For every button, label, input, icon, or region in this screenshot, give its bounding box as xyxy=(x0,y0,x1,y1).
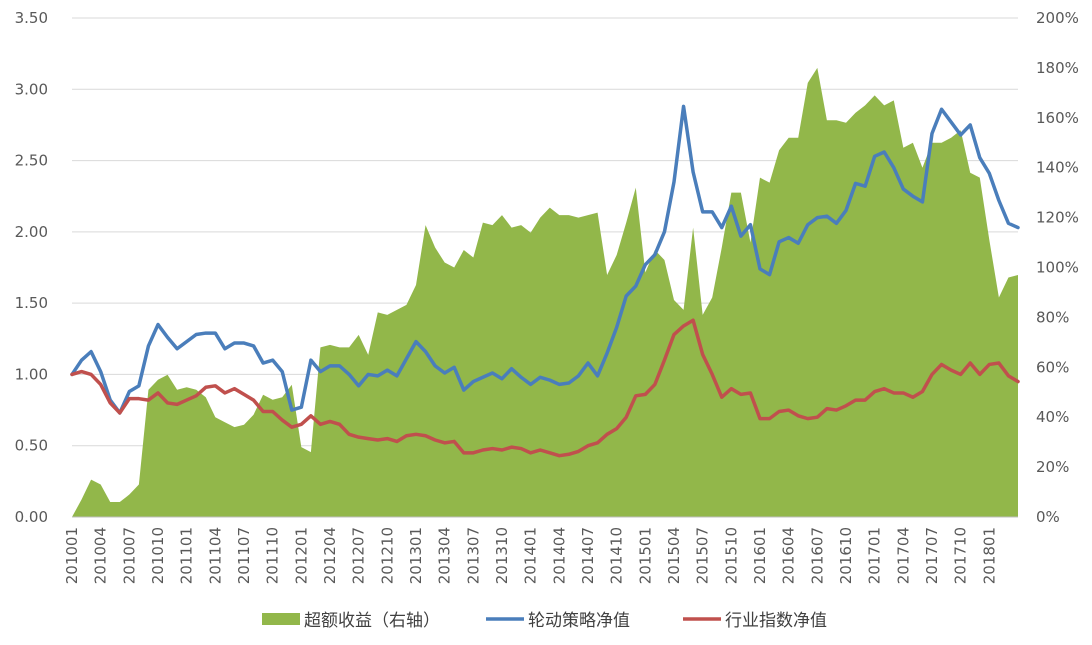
y-right-tick-label: 0% xyxy=(1036,508,1060,526)
x-tick-label: 201307 xyxy=(464,527,482,584)
x-tick-label: 201801 xyxy=(980,527,998,584)
x-tick-label: 201204 xyxy=(321,527,339,584)
x-tick-label: 201201 xyxy=(292,527,310,584)
x-tick-label: 201001 xyxy=(63,527,81,584)
x-tick-label: 201601 xyxy=(751,527,769,584)
x-tick-label: 201701 xyxy=(866,527,884,584)
x-tick-label: 201610 xyxy=(837,527,855,584)
area-series-excess-return xyxy=(72,67,1018,518)
x-tick-label: 201110 xyxy=(264,527,282,584)
x-tick-label: 201104 xyxy=(206,527,224,584)
y-left-tick-label: 0.00 xyxy=(15,508,48,526)
y-axis-right: 0% 20% 40% 60% 80% 100% 120% 140% 160% 180% 200% xyxy=(1036,9,1079,526)
y-right-tick-label: 120% xyxy=(1036,209,1079,227)
x-tick-label: 201010 xyxy=(149,527,167,584)
y-right-tick-label: 200% xyxy=(1036,9,1079,27)
area-series-layer xyxy=(72,67,1018,518)
x-tick-label: 201501 xyxy=(636,527,654,584)
y-left-tick-label: 2.50 xyxy=(15,152,48,170)
y-left-tick-label: 3.00 xyxy=(15,80,48,98)
y-right-tick-label: 180% xyxy=(1036,59,1079,77)
x-tick-label: 201004 xyxy=(92,527,110,584)
y-left-tick-label: 1.50 xyxy=(15,294,48,312)
legend: 超额收益（右轴） 轮动策略净值 行业指数净值 xyxy=(262,611,827,631)
x-tick-label: 201507 xyxy=(694,527,712,584)
y-right-tick-label: 100% xyxy=(1036,259,1079,277)
x-tick-label: 201510 xyxy=(722,527,740,584)
y-left-tick-label: 3.50 xyxy=(15,9,48,27)
y-right-tick-label: 160% xyxy=(1036,109,1079,127)
x-tick-label: 201404 xyxy=(550,527,568,584)
x-tick-label: 201304 xyxy=(436,527,454,584)
line-series-strategy-nav xyxy=(70,104,1020,415)
y-right-tick-label: 20% xyxy=(1036,458,1069,476)
legend-swatch xyxy=(262,613,300,625)
y-right-tick-label: 40% xyxy=(1036,408,1069,426)
legend-label: 超额收益（右轴） xyxy=(304,611,440,631)
y-left-tick-label: 2.00 xyxy=(15,223,48,241)
x-tick-label: 201704 xyxy=(894,527,912,584)
x-tick-label: 201504 xyxy=(665,527,683,584)
x-tick-label: 201410 xyxy=(608,527,626,584)
x-tick-label: 201607 xyxy=(808,527,826,584)
x-tick-label: 201007 xyxy=(120,527,138,584)
x-tick-label: 201207 xyxy=(350,527,368,584)
x-axis: 201001 201004 201007 201010 201101 201104 2011… xyxy=(63,516,1018,584)
y-left-tick-label: 1.00 xyxy=(15,365,48,383)
x-tick-label: 201101 xyxy=(178,527,196,584)
x-tick-label: 201707 xyxy=(923,527,941,584)
legend-label: 行业指数净值 xyxy=(725,611,827,631)
x-tick-label: 201710 xyxy=(952,527,970,584)
x-tick-label: 201407 xyxy=(579,527,597,584)
x-tick-label: 201210 xyxy=(378,527,396,584)
line-series-layer xyxy=(70,104,1020,458)
line-series-industry-nav xyxy=(70,318,1020,458)
x-tick-label: 201107 xyxy=(235,527,253,584)
x-tick-label: 201301 xyxy=(407,527,425,584)
x-tick-label: 201604 xyxy=(780,527,798,584)
x-tick-label: 201401 xyxy=(522,527,540,584)
y-left-tick-label: 0.50 xyxy=(15,437,48,455)
x-tick-label: 201310 xyxy=(493,527,511,584)
legend-label: 轮动策略净值 xyxy=(528,611,630,631)
y-axis-left: 0.00 0.50 1.00 1.50 2.00 2.50 3.00 3.50 xyxy=(15,9,48,526)
y-right-tick-label: 80% xyxy=(1036,308,1069,326)
y-right-tick-label: 60% xyxy=(1036,358,1069,376)
y-right-tick-label: 140% xyxy=(1036,159,1079,177)
